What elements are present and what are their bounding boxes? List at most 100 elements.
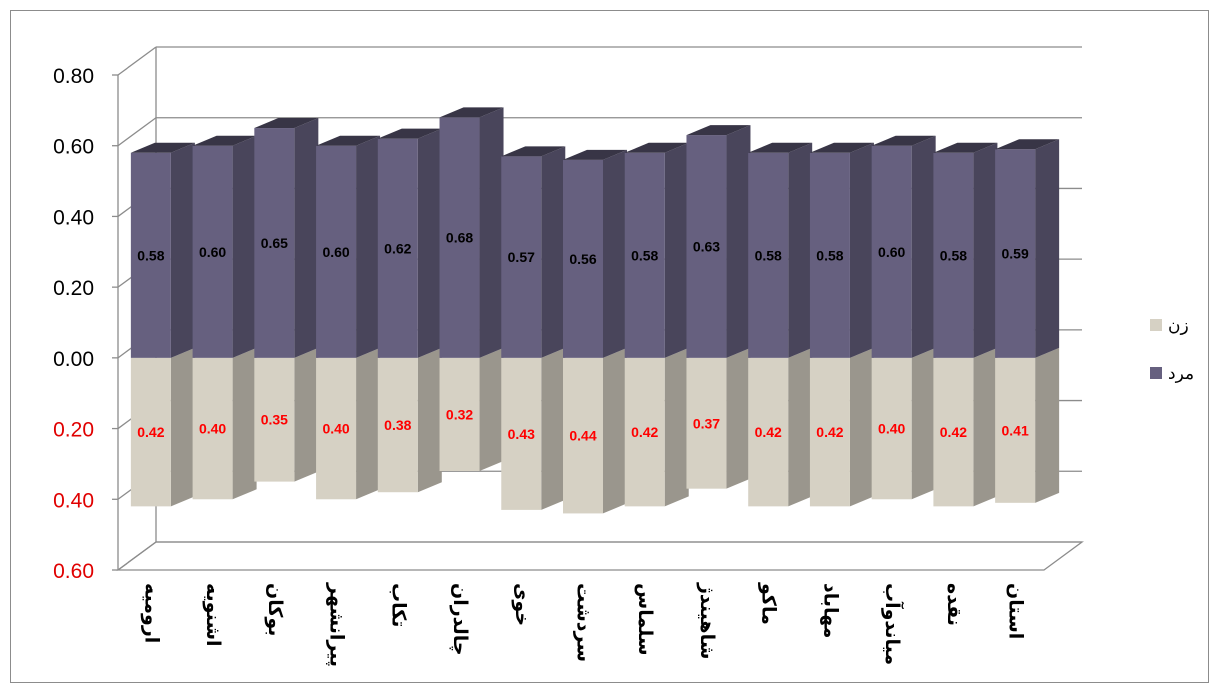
bar-segment-5-lower (377, 357, 418, 493)
bar-segment-3-upper (254, 128, 295, 358)
bar-segment-6-lower-side (479, 347, 504, 471)
bar-segment-7-lower (501, 357, 542, 510)
chart-floor (116, 541, 1084, 571)
bar-segment-9-upper (624, 152, 665, 358)
y-tick-label: 0.60 (53, 560, 94, 583)
bar-top-15 (995, 139, 1060, 150)
bar-top-2 (192, 135, 257, 146)
bar-segment-14-lower (933, 357, 974, 507)
bar-segment-14-lower-side (973, 347, 998, 507)
data-label: 0.60 (199, 244, 226, 260)
x-tick-label: خوی (511, 583, 533, 626)
x-tick-label: تکاب (387, 583, 409, 627)
bar-segment-7-upper (501, 156, 542, 358)
bar-top-6 (439, 107, 504, 118)
gridline-depth (117, 46, 157, 76)
data-label: 0.68 (446, 230, 473, 246)
bar-segment-15-lower (995, 357, 1036, 503)
y-tick-label: 0.80 (53, 65, 94, 88)
data-label: 0.44 (569, 428, 596, 444)
bar-segment-1-upper (130, 152, 171, 358)
legend-swatch (1150, 319, 1162, 331)
bar-segment-8-upper (563, 159, 603, 358)
bar-top-9 (624, 142, 689, 153)
bar-segment-10-upper-side (726, 125, 751, 358)
data-label: 0.40 (878, 421, 905, 437)
bar-segment-4-upper-side (356, 135, 381, 358)
bar-top-11 (748, 142, 813, 153)
bar-segment-2-lower-side (232, 347, 257, 500)
bar-segment-8-lower (563, 357, 603, 514)
legend-label: مرد (1168, 364, 1194, 384)
bar-segment-14-upper (933, 152, 974, 358)
y-tick-label: 0.20 (53, 419, 94, 442)
bar-segment-12-upper-side (849, 142, 874, 358)
data-label: 0.32 (446, 406, 473, 422)
x-tick-label: اشنویه (202, 583, 224, 647)
bar-segment-14-upper-side (973, 142, 998, 358)
data-label: 0.65 (261, 235, 288, 251)
data-label: 0.60 (878, 244, 905, 260)
bar-segment-12-lower-side (849, 347, 874, 507)
bar-segment-12-upper (809, 152, 850, 358)
bar-segment-15-upper-side (1035, 139, 1060, 358)
data-label: 0.58 (816, 247, 843, 263)
y-tick-label: 0.40 (53, 206, 94, 229)
bar-top-5 (377, 128, 442, 139)
bar-segment-1-lower-side (170, 347, 195, 507)
bar-segment-2-upper-side (232, 135, 257, 358)
data-label: 0.56 (569, 251, 596, 267)
bar-segment-3-lower (254, 357, 295, 482)
data-label: 0.37 (693, 415, 720, 431)
bar-segment-13-upper-side (911, 135, 936, 358)
gridline-depth (117, 117, 157, 147)
bar-segment-9-upper-side (664, 142, 689, 358)
bar-segment-4-upper (316, 145, 357, 358)
x-tick-label: شاهیندژ (696, 582, 718, 659)
data-label: 0.42 (137, 424, 164, 440)
data-label: 0.60 (322, 244, 349, 260)
bar-segment-2-lower (192, 357, 233, 500)
bar-segment-13-lower-side (911, 347, 936, 500)
x-tick-label: سردشت (573, 583, 595, 662)
data-label: 0.42 (816, 424, 843, 440)
bar-segment-2-upper (192, 145, 233, 358)
data-label: 0.40 (322, 421, 349, 437)
bar-segment-15-lower-side (1035, 347, 1060, 503)
bar-top-8 (563, 149, 627, 160)
data-label: 0.42 (755, 424, 782, 440)
data-label: 0.38 (384, 417, 411, 433)
data-label: 0.57 (508, 249, 535, 265)
bar-segment-1-lower (130, 357, 171, 507)
x-tick-label: نقده (943, 583, 965, 626)
y-tick-label: 0.20 (53, 277, 94, 300)
data-label: 0.59 (1002, 246, 1029, 262)
legend-label: زن (1168, 316, 1189, 336)
y-tick-label: 0.00 (53, 348, 94, 371)
x-tick-label: چالدران (449, 583, 471, 656)
data-label: 0.40 (199, 421, 226, 437)
legend-swatch (1150, 367, 1162, 379)
bar-top-10 (686, 125, 751, 136)
data-label: 0.58 (755, 247, 782, 263)
data-label: 0.35 (261, 412, 288, 428)
data-label: 0.62 (384, 240, 411, 256)
bar-segment-9-lower (624, 357, 665, 507)
bar-segment-5-upper-side (417, 128, 442, 358)
data-label: 0.42 (940, 424, 967, 440)
x-tick-label: بوکان (264, 583, 286, 636)
bar-segment-3-upper-side (294, 118, 319, 358)
bar-segment-11-lower-side (788, 347, 813, 507)
x-tick-label: پیرانشهر (326, 582, 348, 667)
x-tick-label: استان (1005, 583, 1027, 639)
bar-segment-13-lower (871, 357, 912, 500)
bar-top-3 (254, 118, 319, 129)
data-label: 0.58 (940, 247, 967, 263)
bar-segment-12-lower (809, 357, 850, 507)
y-tick-label: 0.40 (53, 489, 94, 512)
bar-segment-10-lower-side (726, 347, 751, 489)
bar-segment-9-lower-side (664, 347, 689, 507)
bar-segment-6-lower (439, 357, 480, 471)
bar-segment-8-upper-side (603, 149, 627, 358)
bar-top-13 (871, 135, 936, 146)
